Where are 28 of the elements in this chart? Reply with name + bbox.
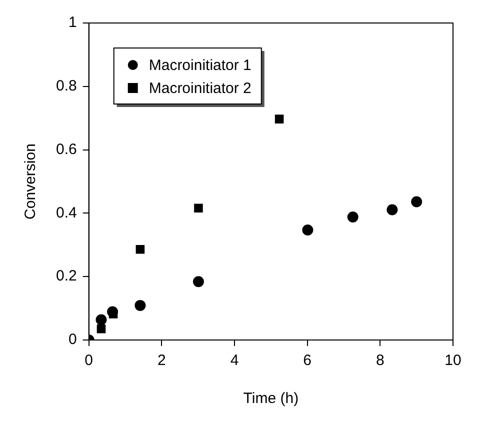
legend-label: Macroinitiator 1 (148, 57, 252, 74)
point (411, 196, 422, 208)
y-tick-label: 1 (68, 14, 77, 32)
x-tick-label: 8 (376, 352, 384, 370)
point (347, 212, 358, 223)
point (134, 300, 146, 311)
point (96, 314, 107, 326)
x-tick-label: 4 (230, 352, 239, 370)
y-tick-label: 0.8 (56, 78, 77, 95)
y-tick-label: 0.6 (56, 140, 77, 158)
x-axis-title: Time (h) (243, 390, 299, 408)
x-tick-label: 2 (158, 352, 166, 370)
y-tick-label: 0 (68, 331, 77, 348)
x-tick-label: 0 (84, 352, 94, 370)
point (136, 244, 145, 254)
point (194, 204, 203, 213)
point (274, 114, 284, 124)
x-tick-label: 10 (444, 352, 462, 370)
legend-label: Macroinitiator 2 (148, 80, 252, 98)
point (108, 310, 118, 318)
y-tick-label: 0.2 (56, 268, 77, 285)
y-tick-label: 0.4 (56, 204, 77, 222)
y-axis-title: Conversion (22, 144, 40, 220)
point (302, 224, 314, 236)
point (386, 204, 398, 216)
point (192, 276, 204, 288)
point (96, 324, 106, 334)
x-tick-label: 6 (303, 352, 312, 370)
